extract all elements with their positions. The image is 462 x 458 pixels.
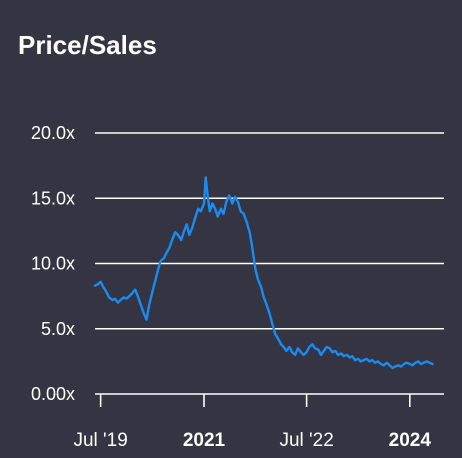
y-tick-label: 0.00x bbox=[31, 384, 75, 404]
x-tick-label: 2024 bbox=[389, 430, 432, 451]
x-tick-label: 2021 bbox=[183, 430, 226, 451]
x-tick-label: Jul '19 bbox=[73, 430, 127, 451]
y-tick-label: 20.0x bbox=[31, 123, 75, 143]
series-layer bbox=[93, 176, 434, 370]
y-axis-labels: 0.00x 5.0x 10.0x 15.0x 20.0x bbox=[31, 123, 75, 404]
y-tick-label: 15.0x bbox=[31, 188, 75, 208]
y-tick-label: 10.0x bbox=[31, 254, 75, 274]
chart-title: Price/Sales bbox=[18, 30, 157, 60]
x-tick-label: Jul '22 bbox=[279, 430, 333, 451]
x-axis: Jul '19 2021 Jul '22 2024 bbox=[73, 393, 444, 451]
y-tick-label: 5.0x bbox=[41, 319, 75, 339]
price-sales-line bbox=[93, 176, 434, 370]
grid-lines bbox=[95, 132, 444, 330]
